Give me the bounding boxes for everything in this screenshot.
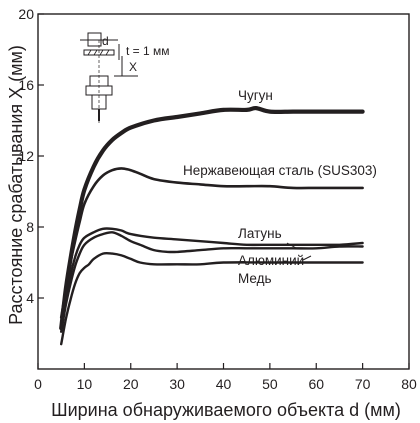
series-label-stainless-steel: Нержавеющая сталь (SUS303)	[183, 163, 377, 178]
y-axis-title: Расстояние срабатывания X (мм)	[6, 45, 26, 325]
y-tick-label: 20	[18, 6, 34, 22]
leader-line-brass	[286, 242, 297, 249]
x-tick-label: 10	[77, 376, 93, 392]
axis-ticks: 0 10 20 30 40 50 60 70 80 4 8 12 16 20	[18, 6, 417, 392]
series-line-1	[59, 105, 365, 331]
y-tick-label: 12	[18, 148, 34, 164]
x-tick-label: 30	[169, 376, 185, 392]
plate-hatch-4	[105, 49, 110, 56]
x-tick-label: 80	[401, 376, 417, 392]
x-tick-label: 60	[308, 376, 324, 392]
plate-hatch-1	[87, 49, 92, 56]
x-axis-title: Ширина обнаруживаемого объекта d (мм)	[51, 400, 401, 420]
series-line-4	[60, 231, 364, 333]
series-lines	[59, 105, 365, 346]
series-label-aluminium: Алюминий	[238, 253, 304, 268]
x-tick-label: 20	[123, 376, 139, 392]
series-line-3	[60, 227, 364, 328]
y-tick-label: 8	[26, 219, 34, 235]
y-tick-label: 4	[26, 290, 34, 306]
series-label-cast-iron: Чугун	[238, 88, 273, 103]
series-line-5	[60, 251, 364, 346]
x-tick-label: 0	[34, 376, 42, 392]
series-label-brass: Латунь	[238, 226, 282, 241]
plate-hatch-3	[99, 49, 104, 56]
plate-hatch-2	[93, 49, 98, 56]
x-tick-label: 70	[355, 376, 371, 392]
plate-thickness-label: t = 1 мм	[126, 44, 170, 58]
sensor-schematic: d t = 1 мм X	[80, 32, 170, 124]
target-side-square	[87, 32, 102, 47]
series-label-copper: Медь	[238, 271, 272, 286]
y-tick-label: 16	[18, 77, 34, 93]
distance-label: X	[129, 60, 137, 74]
leader-line-aluminium	[302, 255, 312, 261]
x-tick-label: 50	[262, 376, 278, 392]
series-line-2	[59, 167, 364, 319]
x-tick-label: 40	[216, 376, 232, 392]
target-side-label: d	[102, 34, 109, 48]
